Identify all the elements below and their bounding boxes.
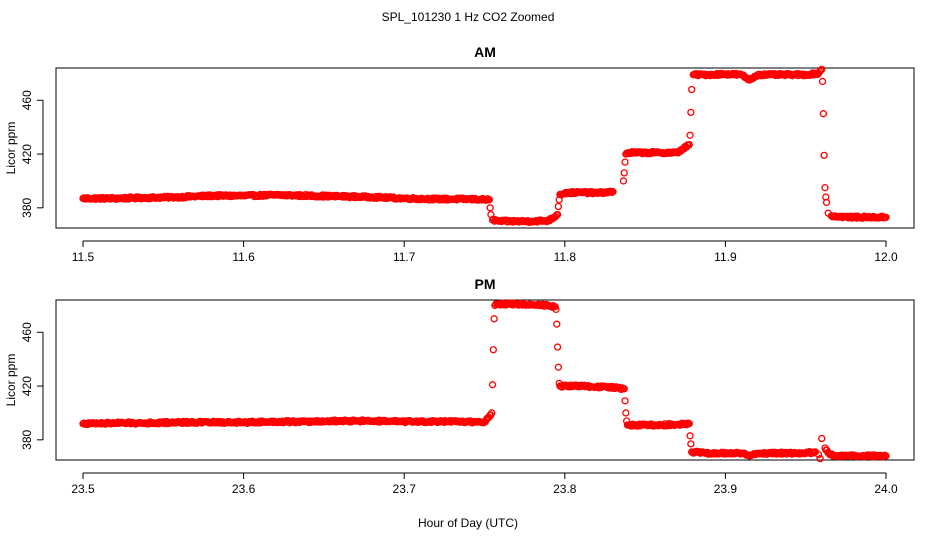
pm-y-axis: 380 420 460: [20, 322, 44, 450]
pm-x-axis: 23.5 23.6 23.7 23.8 23.9 24.0: [71, 472, 898, 496]
pm-plot-frame: [55, 299, 915, 461]
am-data-point: [486, 204, 494, 212]
am-data-point: [822, 198, 831, 207]
am-data-point: [817, 66, 825, 74]
pm-data-point: [489, 346, 497, 354]
pm-panel: PM Licor ppm 23.5 23.6 23.7 23.8 23.9 24.0 38…: [4, 276, 915, 496]
am-data-point: [882, 213, 890, 221]
pm-data-point: [620, 385, 628, 393]
am-data-point: [819, 110, 828, 118]
am-y-axis: 380 420 460: [20, 90, 44, 218]
figure-x-axis-label: Hour of Day (UTC): [418, 516, 518, 530]
pm-data-point: [814, 450, 823, 459]
am-x-tick-label: 11.6: [232, 250, 255, 264]
pm-data-points: [79, 299, 890, 463]
am-y-tick-label: 420: [20, 144, 34, 164]
pm-data-point: [488, 381, 497, 389]
pm-panel-title: PM: [475, 276, 496, 292]
am-data-point: [620, 169, 628, 177]
pm-data-point: [686, 432, 694, 440]
am-data-point: [485, 196, 493, 204]
pm-x-tick-label: 23.5: [71, 482, 95, 496]
am-data-point: [818, 77, 827, 86]
am-data-point: [609, 188, 617, 196]
am-data-point: [686, 131, 694, 139]
pm-x-tick-label: 23.7: [393, 482, 417, 496]
pm-data-point: [554, 363, 563, 371]
am-plot-frame: [55, 67, 915, 229]
pm-data-point: [685, 420, 693, 428]
am-data-point: [821, 184, 829, 192]
am-y-tick-label: 380: [20, 197, 34, 217]
pm-data-point: [816, 455, 824, 463]
am-data-point: [685, 140, 693, 149]
am-data-point: [619, 177, 628, 185]
figure-suptitle: SPL_101230 1 Hz CO2 Zoomed: [382, 10, 555, 24]
am-data-point: [818, 65, 826, 73]
am-x-axis: 11.5 11.6 11.7 11.8 11.9 12.0: [72, 240, 898, 264]
am-y-axis-label: Licor ppm: [4, 122, 18, 175]
pm-data-point: [552, 305, 560, 314]
pm-data-point: [818, 434, 826, 443]
pm-data-point: [488, 409, 496, 417]
am-x-tick-label: 11.9: [714, 250, 737, 264]
pm-y-tick-label: 460: [20, 322, 34, 342]
am-x-tick-label: 11.7: [393, 250, 416, 264]
am-data-point: [621, 158, 629, 166]
am-data-point: [684, 141, 692, 150]
am-data-point: [687, 108, 695, 117]
am-data-point: [554, 202, 563, 211]
am-y-tick-label: 460: [20, 90, 34, 110]
pm-y-tick-label: 420: [20, 376, 34, 396]
pm-data-point: [622, 409, 630, 417]
pm-data-point: [687, 440, 695, 448]
pm-data-point: [621, 397, 629, 405]
pm-data-point: [553, 320, 561, 328]
am-panel: AM Licor ppm 11.5 11.6 11.7 11.8 11.9 12.0 38…: [4, 44, 915, 264]
am-data-point: [820, 151, 828, 160]
pm-x-tick-label: 24.0: [874, 482, 898, 496]
am-x-tick-label: 11.5: [72, 250, 95, 264]
pm-data-point: [553, 343, 562, 351]
pm-y-axis-label: Licor ppm: [4, 354, 18, 407]
am-data-point: [688, 85, 696, 94]
pm-data-point: [882, 452, 890, 460]
pm-y-tick-label: 380: [20, 429, 34, 449]
am-x-tick-label: 11.8: [554, 250, 577, 264]
am-panel-title: AM: [474, 44, 496, 60]
pm-x-tick-label: 23.6: [232, 482, 256, 496]
am-x-tick-label: 12.0: [874, 250, 898, 264]
pm-x-tick-label: 23.8: [553, 482, 577, 496]
pm-data-point: [490, 315, 498, 323]
am-data-point: [553, 210, 562, 219]
am-data-points: [79, 65, 890, 226]
pm-x-tick-label: 23.9: [714, 482, 738, 496]
